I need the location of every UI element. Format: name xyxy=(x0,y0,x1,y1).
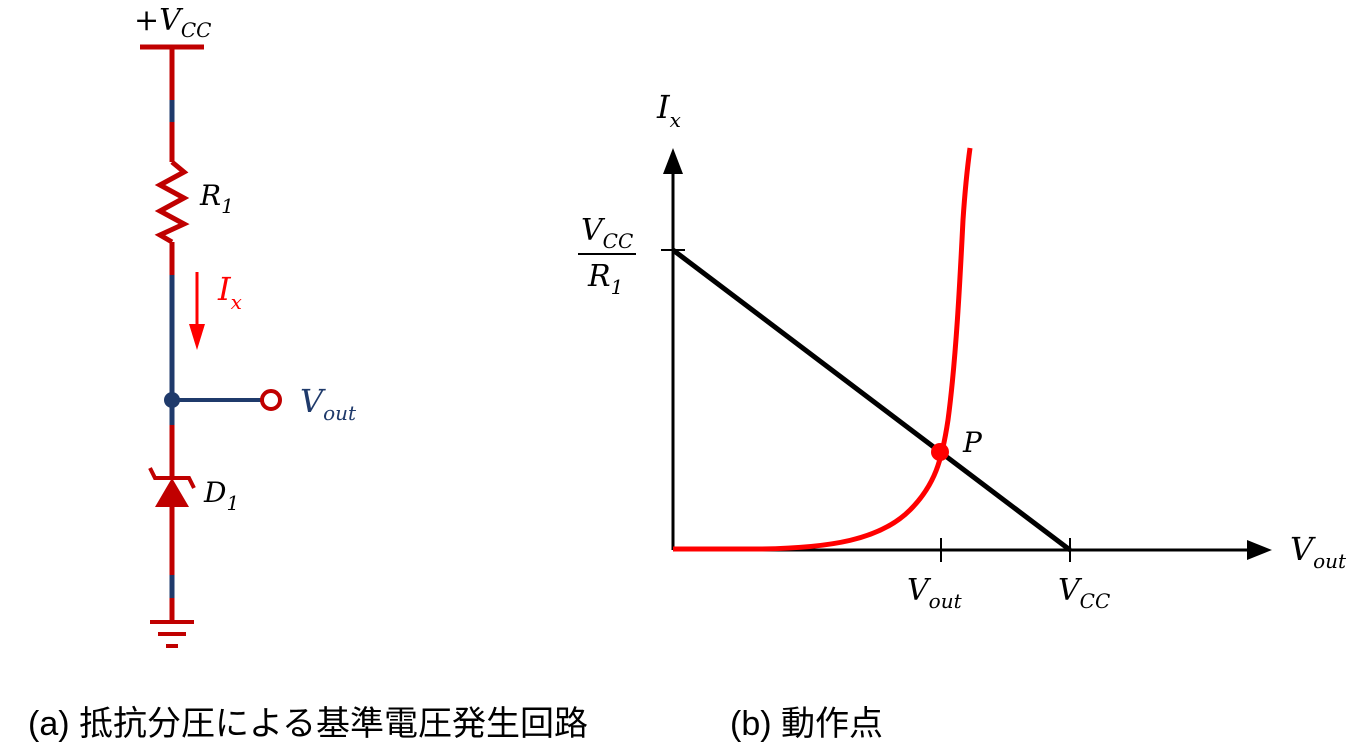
diode-iv-curve xyxy=(673,147,973,552)
zener-diode-d1 xyxy=(148,467,196,507)
y-tick-numerator: VCC xyxy=(581,213,633,253)
operating-point-p xyxy=(931,443,949,461)
caption-a: (a) 抵抗分圧による基準電圧発生回路 xyxy=(28,705,588,743)
y-axis-label: Ix xyxy=(656,88,681,132)
ix-arrow-head xyxy=(189,324,205,350)
circuit-a: +VCC R1 Ix Vout xyxy=(134,3,357,648)
d1-label: D1 xyxy=(203,476,239,515)
resistor-r1 xyxy=(154,160,190,245)
y-axis-arrow xyxy=(663,148,683,174)
ix-label: Ix xyxy=(217,270,242,314)
vcc-label: +VCC xyxy=(134,3,211,42)
load-line xyxy=(671,248,1072,552)
point-p-label: P xyxy=(962,426,983,459)
y-tick-denominator: R1 xyxy=(587,259,623,299)
r1-label: R1 xyxy=(199,179,234,218)
x-tick-vout-label: Vout xyxy=(907,573,963,613)
x-axis-label: Vout xyxy=(1290,530,1347,573)
graph-b: Ix Vout VCC R1 Vout VCC P xyxy=(578,88,1347,613)
vout-label: Vout xyxy=(300,382,357,425)
x-axis-arrow xyxy=(1247,540,1272,560)
vout-terminal xyxy=(260,389,282,411)
caption-b: (b) 動作点 xyxy=(730,705,883,743)
ground-icon xyxy=(150,620,194,648)
x-tick-vcc-label: VCC xyxy=(1058,573,1110,613)
